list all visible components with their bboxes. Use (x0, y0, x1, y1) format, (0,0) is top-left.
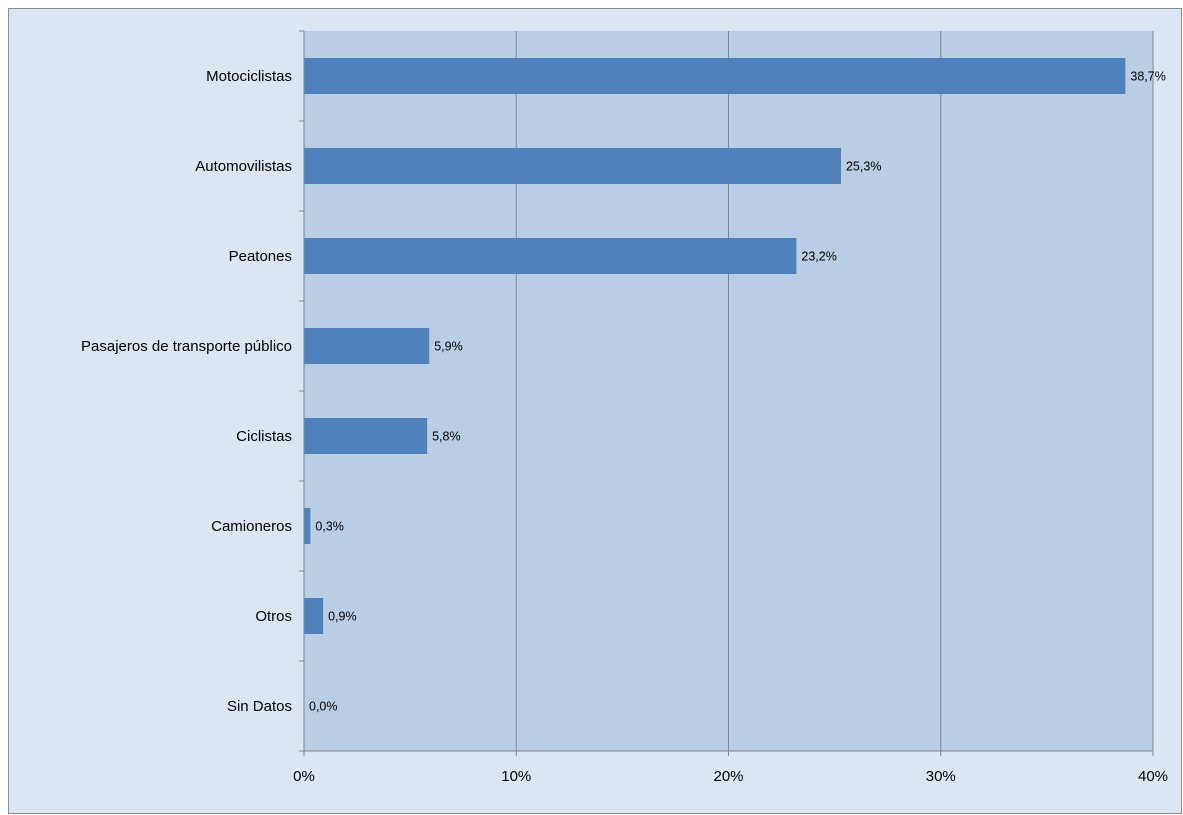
category-label: Motociclistas (206, 68, 292, 85)
x-tick-label: 30% (926, 768, 956, 785)
category-label: Peatones (229, 248, 292, 265)
bar (304, 508, 311, 544)
x-tick-label: 0% (293, 768, 315, 785)
axes (299, 30, 1154, 756)
bar (304, 328, 430, 364)
bar (304, 148, 841, 184)
bar (304, 238, 797, 274)
x-tick-label: 40% (1138, 768, 1168, 785)
category-label: Ciclistas (236, 428, 292, 445)
bar (304, 418, 428, 454)
category-label: Pasajeros de transporte público (81, 338, 292, 355)
x-tick-label: 20% (713, 768, 743, 785)
category-label: Sin Datos (227, 698, 292, 715)
data-label: 23,2% (801, 250, 836, 264)
data-label: 5,9% (434, 340, 463, 354)
bar (304, 58, 1126, 94)
labels: 0% 10% 20% 30% 40% Motociclistas 38,7% Automovi… (81, 68, 1168, 785)
data-label: 38,7% (1130, 70, 1165, 84)
category-label: Otros (255, 608, 292, 625)
x-tick-label: 10% (501, 768, 531, 785)
bar (304, 598, 324, 634)
data-label: 0,9% (328, 610, 357, 624)
bars (304, 58, 1126, 634)
bar-chart: 0% 10% 20% 30% 40% Motociclistas 38,7% Automovi… (81, 30, 1168, 785)
category-label: Camioneros (211, 518, 292, 535)
category-label: Automovilistas (195, 158, 292, 175)
chart-area: 0% 10% 20% 30% 40% Motociclistas 38,7% Automovi… (8, 8, 1182, 814)
data-label: 25,3% (846, 160, 881, 174)
data-label: 0,3% (315, 520, 344, 534)
data-label: 0,0% (309, 700, 338, 714)
data-label: 5,8% (432, 430, 461, 444)
